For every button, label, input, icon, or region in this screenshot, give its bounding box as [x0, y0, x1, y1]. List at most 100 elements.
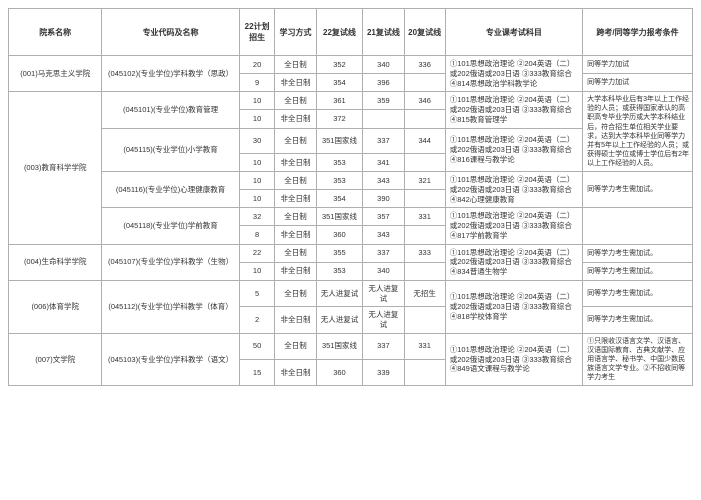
note-cell: 同等学力考生需加试。 [583, 280, 693, 307]
s22-cell: 360 [316, 359, 363, 385]
s20-cell [404, 110, 445, 128]
table-row: (006)体育学院 (045112)(专业学位)学科教学（体育） 5 全日制 无… [9, 280, 693, 307]
th-major: 专业代码及名称 [102, 9, 239, 56]
s22-cell: 354 [316, 190, 363, 208]
s21-cell: 337 [363, 244, 404, 262]
exam-cell: ①101思想政治理论 ②204英语（二）或202俄语或203日语 ③333教育综… [445, 92, 582, 128]
plan-cell: 5 [239, 280, 275, 307]
plan-cell: 10 [239, 153, 275, 171]
s20-cell [404, 359, 445, 385]
plan-cell: 50 [239, 333, 275, 359]
table-row: (004)生命科学学院 (045107)(专业学位)学科教学（生物） 22 全日… [9, 244, 693, 262]
mode-cell: 全日制 [275, 128, 316, 153]
exam-cell: ①101思想政治理论 ②204英语（二）或202俄语或203日语 ③333教育综… [445, 56, 582, 92]
s21-cell: 340 [363, 56, 404, 74]
s22-cell: 351国家线 [316, 128, 363, 153]
s21-cell: 339 [363, 359, 404, 385]
s22-cell: 372 [316, 110, 363, 128]
note-cell: 大学本科毕业后有3年以上工作经验的人员；或获得国家承认的高职高专毕业学历或大学本… [583, 92, 693, 172]
major-cell: (045112)(专业学位)学科教学（体育） [102, 280, 239, 333]
mode-cell: 非全日制 [275, 153, 316, 171]
mode-cell: 全日制 [275, 56, 316, 74]
s21-cell: 无人进复试 [363, 280, 404, 307]
major-cell: (045101)(专业学位)教育管理 [102, 92, 239, 128]
s20-cell: 331 [404, 208, 445, 226]
note-cell [583, 208, 693, 244]
note-cell: 同等学力考生需加试。 [583, 262, 693, 280]
s20-cell [404, 307, 445, 334]
s20-cell [404, 262, 445, 280]
plan-cell: 10 [239, 110, 275, 128]
th-dept: 院系名称 [9, 9, 102, 56]
note-cell: 同等学力加试 [583, 56, 693, 74]
major-cell: (045116)(专业学位)心理健康教育 [102, 172, 239, 208]
th-mode: 学习方式 [275, 9, 316, 56]
major-cell: (045107)(专业学位)学科教学（生物） [102, 244, 239, 280]
s22-cell: 354 [316, 74, 363, 92]
s20-cell: 331 [404, 333, 445, 359]
s22-cell: 355 [316, 244, 363, 262]
table-row: (001)马克思主义学院 (045102)(专业学位)学科教学（思政） 20 全… [9, 56, 693, 74]
plan-cell: 22 [239, 244, 275, 262]
mode-cell: 全日制 [275, 244, 316, 262]
s22-cell: 352 [316, 56, 363, 74]
major-cell: (045103)(专业学位)学科教学（语文） [102, 333, 239, 385]
note-cell: 同等学力考生需加试。 [583, 307, 693, 334]
mode-cell: 非全日制 [275, 74, 316, 92]
s22-cell: 361 [316, 92, 363, 110]
s22-cell: 无人进复试 [316, 280, 363, 307]
s22-cell: 353 [316, 172, 363, 190]
th-s21: 21复试线 [363, 9, 404, 56]
s21-cell: 341 [363, 153, 404, 171]
admissions-table: 院系名称 专业代码及名称 22计划招生 学习方式 22复试线 21复试线 20复… [8, 8, 693, 386]
th-note: 跨考/同等学力报考条件 [583, 9, 693, 56]
s21-cell: 337 [363, 333, 404, 359]
s21-cell: 359 [363, 92, 404, 110]
s20-cell: 344 [404, 128, 445, 153]
table-row: (007)文学院 (045103)(专业学位)学科教学（语文） 50 全日制 3… [9, 333, 693, 359]
mode-cell: 全日制 [275, 333, 316, 359]
plan-cell: 20 [239, 56, 275, 74]
s21-cell [363, 110, 404, 128]
s22-cell: 351国家线 [316, 333, 363, 359]
th-plan: 22计划招生 [239, 9, 275, 56]
s21-cell: 390 [363, 190, 404, 208]
dept-cell: (007)文学院 [9, 333, 102, 385]
note-cell: 同等学力加试 [583, 74, 693, 92]
exam-cell: ①101思想政治理论 ②204英语（二）或202俄语或203日语 ③333教育综… [445, 172, 582, 208]
s21-cell: 343 [363, 172, 404, 190]
s22-cell: 351国家线 [316, 208, 363, 226]
table-row: (045116)(专业学位)心理健康教育 10 全日制 353 343 321 … [9, 172, 693, 190]
table-row: (003)教育科学学院 (045101)(专业学位)教育管理 10 全日制 36… [9, 92, 693, 110]
mode-cell: 非全日制 [275, 262, 316, 280]
s21-cell: 396 [363, 74, 404, 92]
plan-cell: 9 [239, 74, 275, 92]
plan-cell: 10 [239, 92, 275, 110]
plan-cell: 10 [239, 262, 275, 280]
s20-cell [404, 74, 445, 92]
plan-cell: 30 [239, 128, 275, 153]
major-cell: (045115)(专业学位)小学教育 [102, 128, 239, 172]
s20-cell [404, 190, 445, 208]
plan-cell: 10 [239, 172, 275, 190]
th-s20: 20复试线 [404, 9, 445, 56]
dept-cell: (004)生命科学学院 [9, 244, 102, 280]
header-row: 院系名称 专业代码及名称 22计划招生 学习方式 22复试线 21复试线 20复… [9, 9, 693, 56]
exam-cell: ①101思想政治理论 ②204英语（二）或202俄语或203日语 ③333教育综… [445, 244, 582, 280]
exam-cell: ①101思想政治理论 ②204英语（二）或202俄语或203日语 ③333教育综… [445, 128, 582, 172]
plan-cell: 10 [239, 190, 275, 208]
s20-cell [404, 226, 445, 244]
plan-cell: 2 [239, 307, 275, 334]
exam-cell: ①101思想政治理论 ②204英语（二）或202俄语或203日语 ③333教育综… [445, 280, 582, 333]
s21-cell: 340 [363, 262, 404, 280]
s22-cell: 无人进复试 [316, 307, 363, 334]
major-cell: (045118)(专业学位)学前教育 [102, 208, 239, 244]
dept-cell: (001)马克思主义学院 [9, 56, 102, 92]
s20-cell: 无招生 [404, 280, 445, 307]
plan-cell: 15 [239, 359, 275, 385]
dept-cell: (006)体育学院 [9, 280, 102, 333]
mode-cell: 非全日制 [275, 307, 316, 334]
mode-cell: 非全日制 [275, 190, 316, 208]
plan-cell: 8 [239, 226, 275, 244]
s22-cell: 353 [316, 262, 363, 280]
